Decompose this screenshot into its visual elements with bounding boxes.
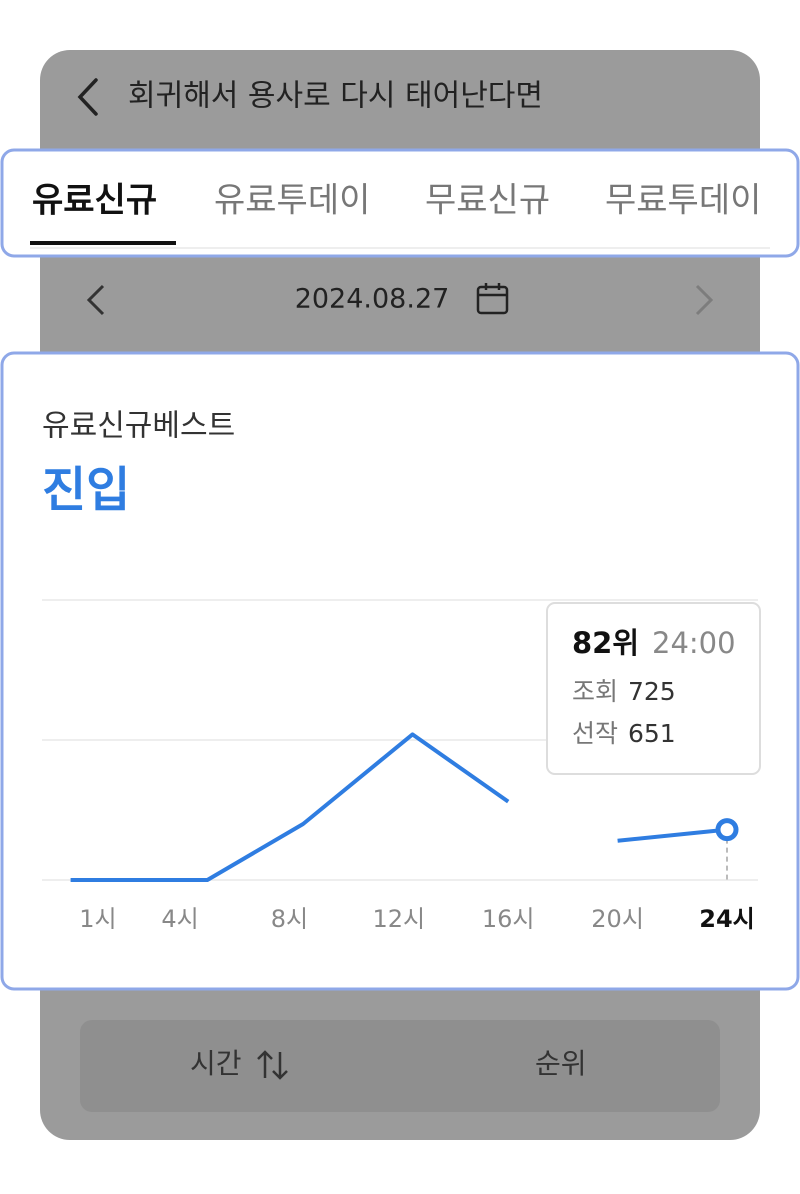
plot: 1시 4시 8시 12시 16시 20시 24시: [70, 732, 755, 933]
card: [0, 351, 800, 991]
tab-bar: [0, 148, 800, 258]
tab[interactable]: 유료신규: [32, 181, 157, 221]
tooltip-rank: 82위: [572, 626, 639, 660]
x-tick-label: 20시: [591, 905, 644, 933]
date: 2024.08.27: [295, 284, 450, 315]
calendar-icon[interactable]: [476, 283, 509, 315]
x-tick-label: 16시: [482, 905, 535, 933]
card-subtitle: 유료신규베스트: [42, 409, 235, 444]
tab[interactable]: 유료투데이: [214, 181, 370, 221]
back-button[interactable]: [77, 78, 98, 116]
x-tick-label: 24시: [699, 905, 754, 933]
x-tick-label: 8시: [271, 905, 308, 933]
focus-point: [715, 818, 739, 842]
sort-rank[interactable]: 순위: [535, 1047, 587, 1080]
sort-time[interactable]: 시간: [190, 1047, 242, 1080]
tab[interactable]: 무료신규: [425, 181, 550, 221]
x-tick-label: 1시: [79, 905, 116, 933]
x-tick-label: 12시: [372, 905, 425, 933]
tab[interactable]: 무료투데이: [605, 181, 761, 221]
next-date[interactable]: [695, 284, 714, 316]
tooltip-label: 조회: [572, 677, 618, 706]
tooltip-label: 선작: [572, 719, 618, 748]
sort-bar: [80, 1020, 720, 1112]
tab-indicator: [30, 241, 176, 245]
sort-icon: [257, 1050, 288, 1080]
tooltip-time: 24:00: [652, 626, 736, 660]
tooltip-value: 651: [628, 719, 676, 748]
header-title: 회귀해서 용사로 다시 태어난다면: [128, 79, 543, 114]
x-tick-label: 4시: [161, 905, 198, 933]
tooltip: [546, 602, 761, 775]
card-status: 진입: [42, 462, 130, 518]
tooltip-value: 725: [628, 677, 676, 706]
prev-date[interactable]: [86, 284, 105, 316]
line: [70, 732, 510, 882]
line: [617, 827, 728, 843]
